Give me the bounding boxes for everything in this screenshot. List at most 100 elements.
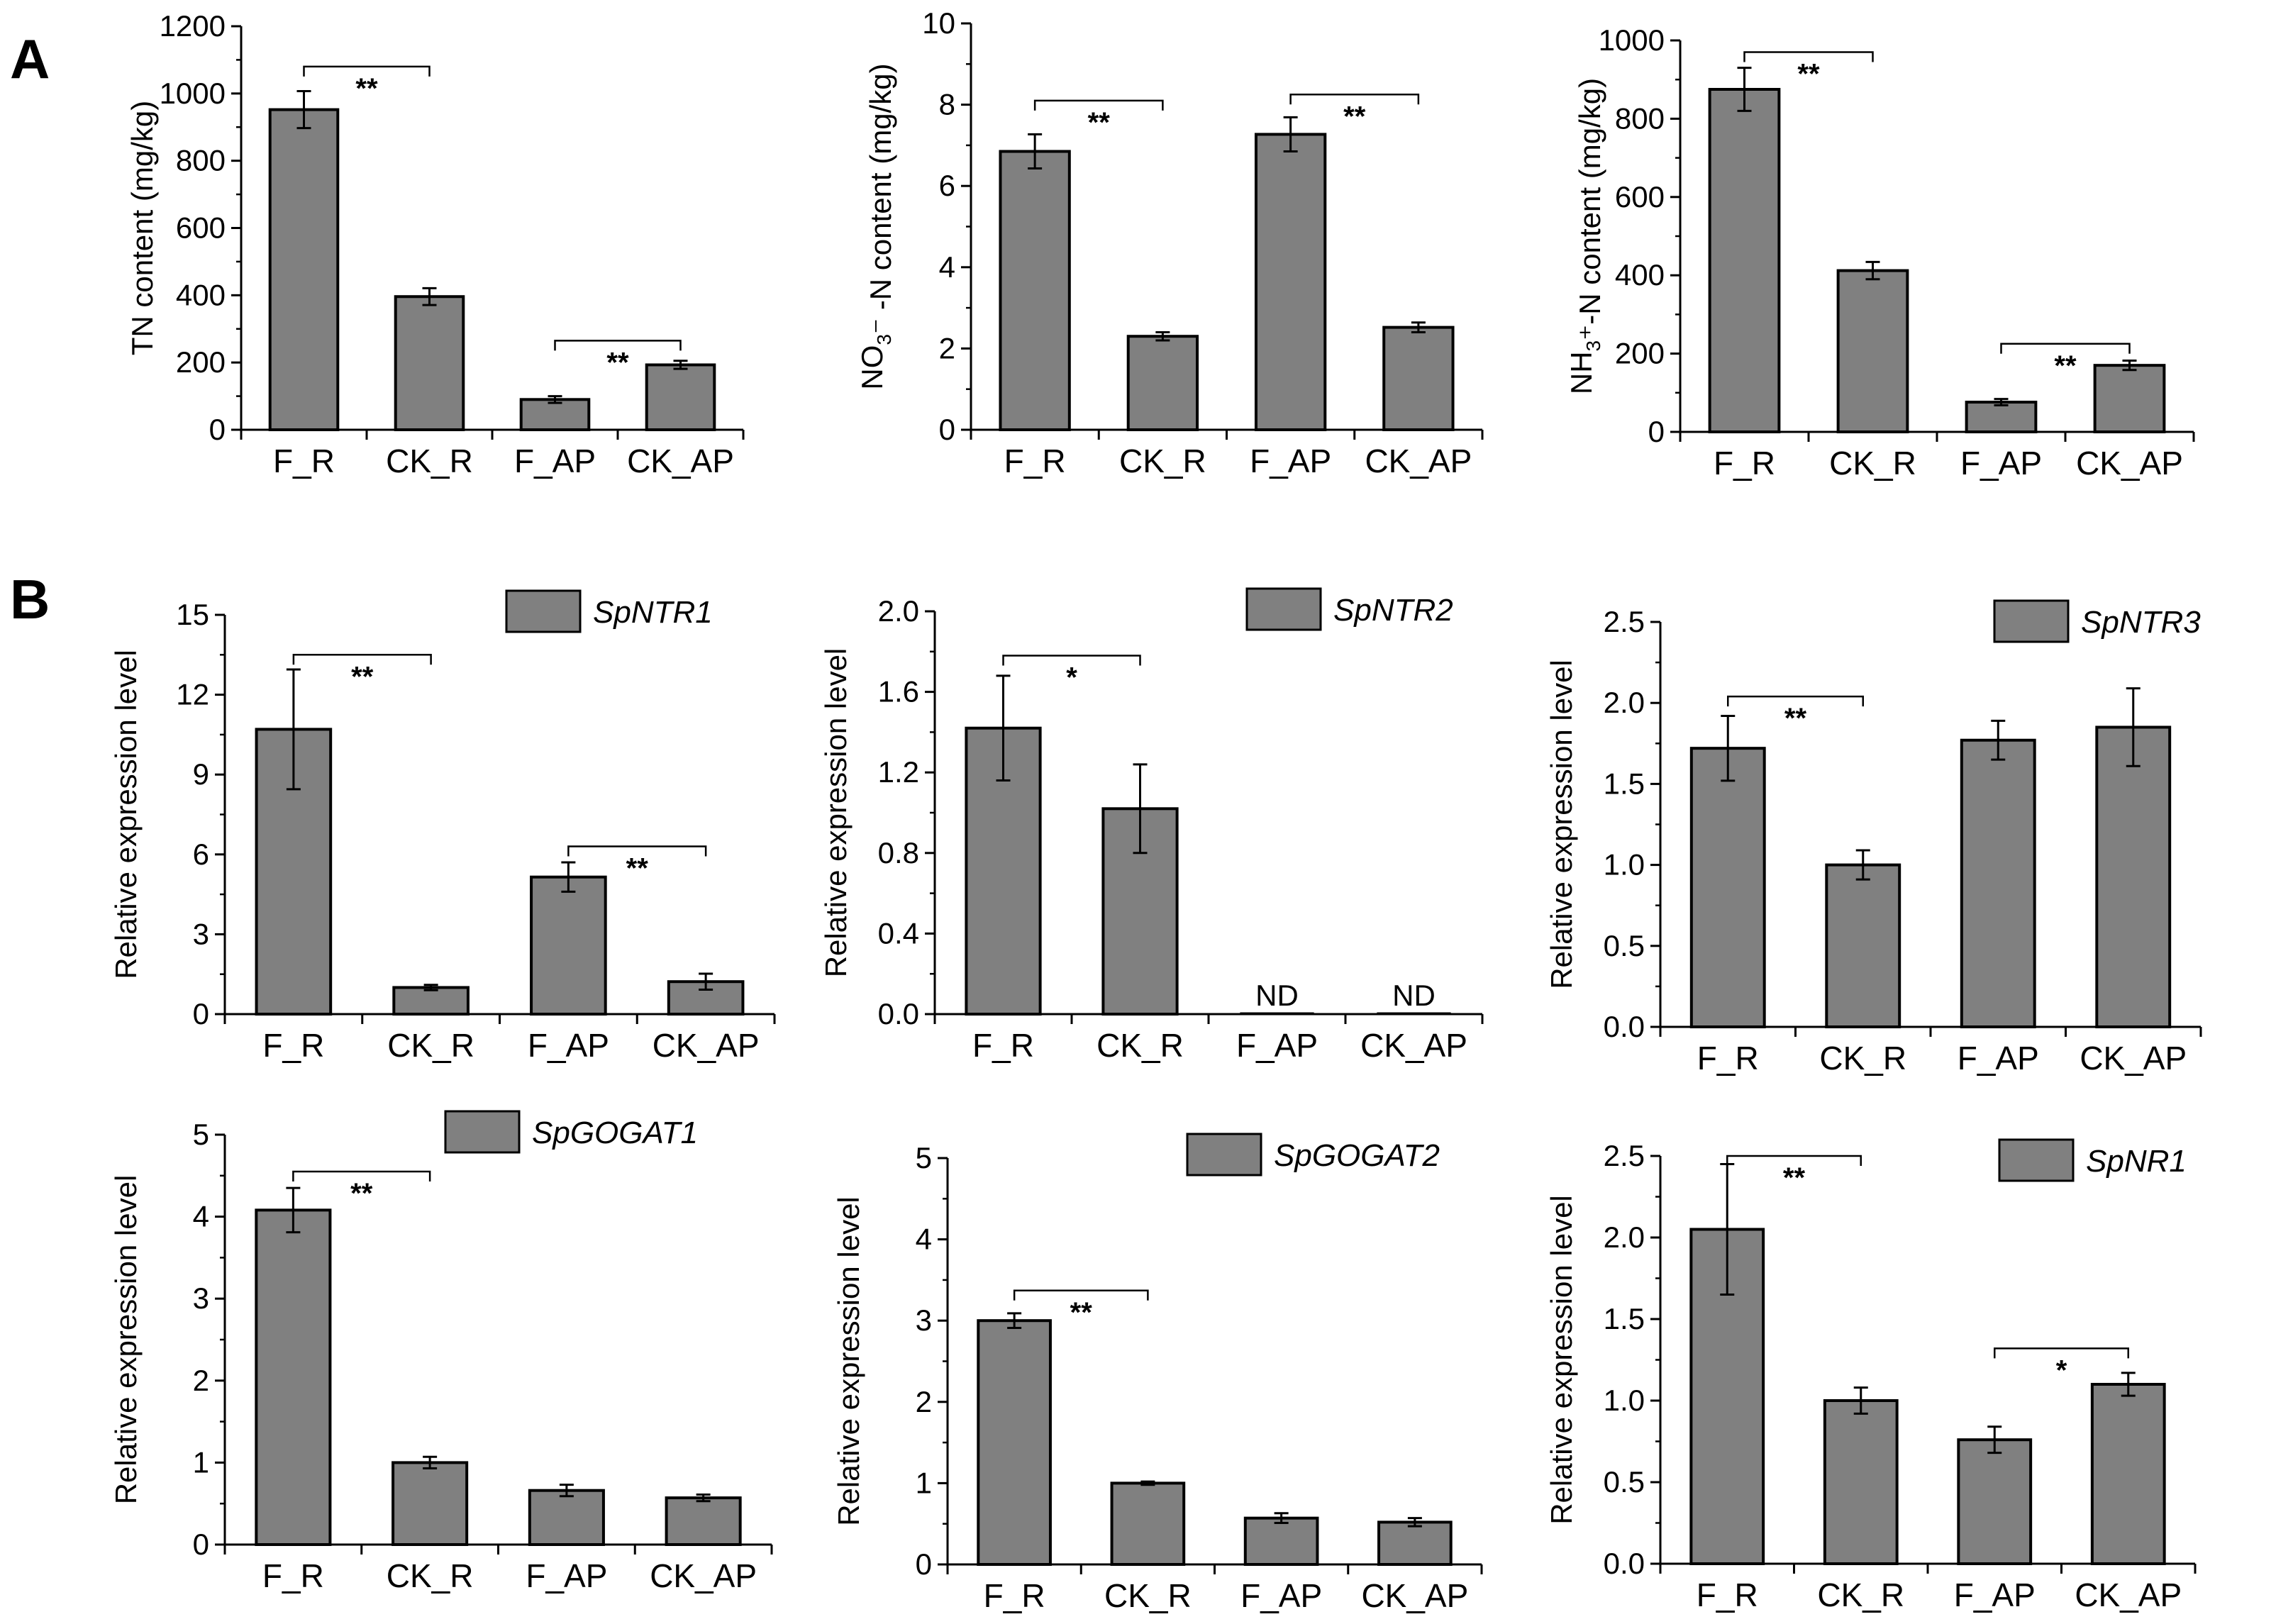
y-tick-label: 0 bbox=[916, 1547, 932, 1581]
legend-swatch bbox=[505, 589, 582, 633]
legend-swatch bbox=[1245, 587, 1322, 631]
y-tick-label: 3 bbox=[193, 1281, 209, 1315]
x-tick-label: CK_AP bbox=[653, 1027, 760, 1064]
y-tick-label: 2.0 bbox=[1604, 1220, 1645, 1254]
y-tick-label: 1000 bbox=[160, 77, 226, 110]
x-tick-label: CK_R bbox=[1817, 1576, 1904, 1613]
panel-label-b: B bbox=[10, 568, 50, 630]
x-tick-label: CK_R bbox=[1829, 445, 1916, 482]
y-tick-label: 9 bbox=[193, 757, 209, 791]
x-tick-label: F_R bbox=[1004, 443, 1066, 479]
y-tick-label: 800 bbox=[1615, 101, 1665, 135]
y-axis-label-part: Relative expression level bbox=[1545, 1195, 1578, 1525]
significance-bracket bbox=[1033, 99, 1164, 111]
y-tick-label: 0.0 bbox=[1604, 1547, 1645, 1580]
x-tick-label: F_R bbox=[262, 1027, 324, 1064]
x-tick-label: F_R bbox=[1714, 445, 1775, 482]
y-axis-label-part: Relative expression level bbox=[819, 648, 853, 978]
y-tick-label: 0.0 bbox=[1604, 1010, 1645, 1043]
legend-label: SpGOGAT1 bbox=[532, 1116, 698, 1150]
bar-F_R bbox=[255, 1208, 332, 1547]
bar-CK_AP bbox=[645, 363, 716, 432]
bar-F_R bbox=[1689, 747, 1766, 1028]
bar-CK_R bbox=[392, 986, 470, 1016]
bar-F_R bbox=[965, 726, 1042, 1016]
y-tick-label: 0 bbox=[193, 997, 209, 1030]
x-tick-label: F_R bbox=[273, 443, 335, 479]
x-tick-label: CK_R bbox=[387, 1557, 474, 1594]
y-tick-label: 200 bbox=[1615, 337, 1665, 370]
y-tick-label: 4 bbox=[193, 1200, 209, 1233]
bar-CK_AP bbox=[1382, 326, 1455, 431]
x-tick-label: F_R bbox=[984, 1577, 1045, 1614]
significance-label: ** bbox=[1088, 107, 1111, 138]
chart-2: 0 2 4 6 8 10 F_R CK_R F_AP CK_AP ** ** NO3⁻ -N conte… bbox=[855, 6, 1484, 479]
x-tick-label: CK_AP bbox=[650, 1557, 757, 1594]
bar-F_AP bbox=[519, 398, 591, 432]
bar-CK_AP bbox=[2093, 364, 2166, 433]
y-tick-label: 4 bbox=[939, 250, 955, 284]
x-tick-label: F_AP bbox=[528, 1027, 609, 1064]
y-tick-label: 1.6 bbox=[878, 675, 919, 708]
y-tick-label: 1.5 bbox=[1604, 1302, 1645, 1335]
significance-label: ** bbox=[355, 73, 378, 104]
significance-bracket bbox=[303, 65, 431, 77]
y-tick-label: 1 bbox=[916, 1466, 932, 1499]
significance-label: ** bbox=[350, 1178, 373, 1209]
legend-label: SpGOGAT2 bbox=[1274, 1138, 1440, 1173]
x-tick-label: F_AP bbox=[526, 1557, 607, 1594]
y-tick-label: 6 bbox=[193, 838, 209, 871]
y-tick-label: 6 bbox=[939, 169, 955, 202]
x-tick-label: CK_AP bbox=[1361, 1577, 1468, 1614]
legend-label: SpNR1 bbox=[2086, 1144, 2187, 1179]
significance-label: ** bbox=[2054, 350, 2077, 382]
y-tick-label: 1.0 bbox=[1604, 1384, 1645, 1417]
chart-8: 0 1 2 3 4 5 F_R CK_R F_AP CK_AP ** SpGOGAT2 Relative… bbox=[832, 1133, 1483, 1614]
panel-label-a: A bbox=[10, 28, 50, 90]
y-tick-label: 1.2 bbox=[878, 755, 919, 789]
significance-bracket bbox=[1726, 1155, 1862, 1166]
significance-bracket bbox=[1727, 695, 1864, 707]
chart-5: 0.0 0.4 0.8 1.2 1.6 2.0 F_R CK_R F_AP CK_AP ND ND * S… bbox=[819, 587, 1484, 1064]
bar-F_AP bbox=[1960, 738, 2036, 1029]
y-axis-label-part: Relative expression level bbox=[1545, 660, 1578, 989]
significance-label: * bbox=[1066, 662, 1077, 693]
y-tick-label: 15 bbox=[176, 598, 209, 631]
significance-label: ** bbox=[1343, 101, 1366, 132]
y-tick-label: 5 bbox=[916, 1141, 932, 1174]
significance-label: ** bbox=[1784, 703, 1807, 734]
legend-swatch bbox=[1998, 1138, 2075, 1182]
y-axis-label: TN content (mg/kg) bbox=[126, 101, 159, 355]
y-tick-label: 1 bbox=[193, 1445, 209, 1479]
x-tick-label: F_R bbox=[262, 1557, 324, 1594]
y-axis-label-part: ⁺-N content (mg/kg) bbox=[1573, 78, 1606, 340]
bar-F_AP bbox=[1243, 1516, 1319, 1566]
y-axis-label-subscript: 3 bbox=[873, 334, 895, 345]
x-tick-label: F_AP bbox=[1958, 1040, 2039, 1077]
y-tick-label: 10 bbox=[922, 6, 955, 40]
significance-bracket bbox=[292, 1170, 431, 1182]
x-tick-label: CK_AP bbox=[2075, 1576, 2182, 1613]
y-tick-label: 2 bbox=[916, 1385, 932, 1418]
significance-bracket bbox=[1013, 1289, 1149, 1301]
bar-CK_AP bbox=[665, 1496, 742, 1546]
x-tick-label: CK_R bbox=[1096, 1027, 1184, 1064]
significance-bracket bbox=[2000, 343, 2131, 354]
legend-label: SpNTR2 bbox=[1333, 593, 1453, 628]
x-tick-label: CK_AP bbox=[1360, 1027, 1467, 1064]
y-tick-label: 3 bbox=[193, 917, 209, 950]
x-tick-label: CK_R bbox=[387, 1027, 474, 1064]
y-tick-label: 5 bbox=[193, 1118, 209, 1151]
chart-4: 0 3 6 9 12 15 F_R CK_R F_AP CK_AP ** ** SpNTR1 Relati… bbox=[109, 589, 776, 1064]
y-tick-label: 400 bbox=[176, 278, 226, 311]
x-tick-label: F_AP bbox=[1250, 443, 1331, 479]
y-axis-label-part: NH bbox=[1565, 351, 1598, 394]
y-axis-label: Relative expression level bbox=[1545, 1195, 1578, 1525]
y-tick-label: 0 bbox=[939, 413, 955, 446]
bar-CK_R bbox=[392, 1461, 469, 1546]
y-tick-label: 0.0 bbox=[878, 997, 919, 1030]
y-axis-label: Relative expression level bbox=[832, 1196, 865, 1526]
x-tick-label: CK_AP bbox=[2080, 1040, 2187, 1077]
bar-F_AP bbox=[528, 1489, 605, 1547]
